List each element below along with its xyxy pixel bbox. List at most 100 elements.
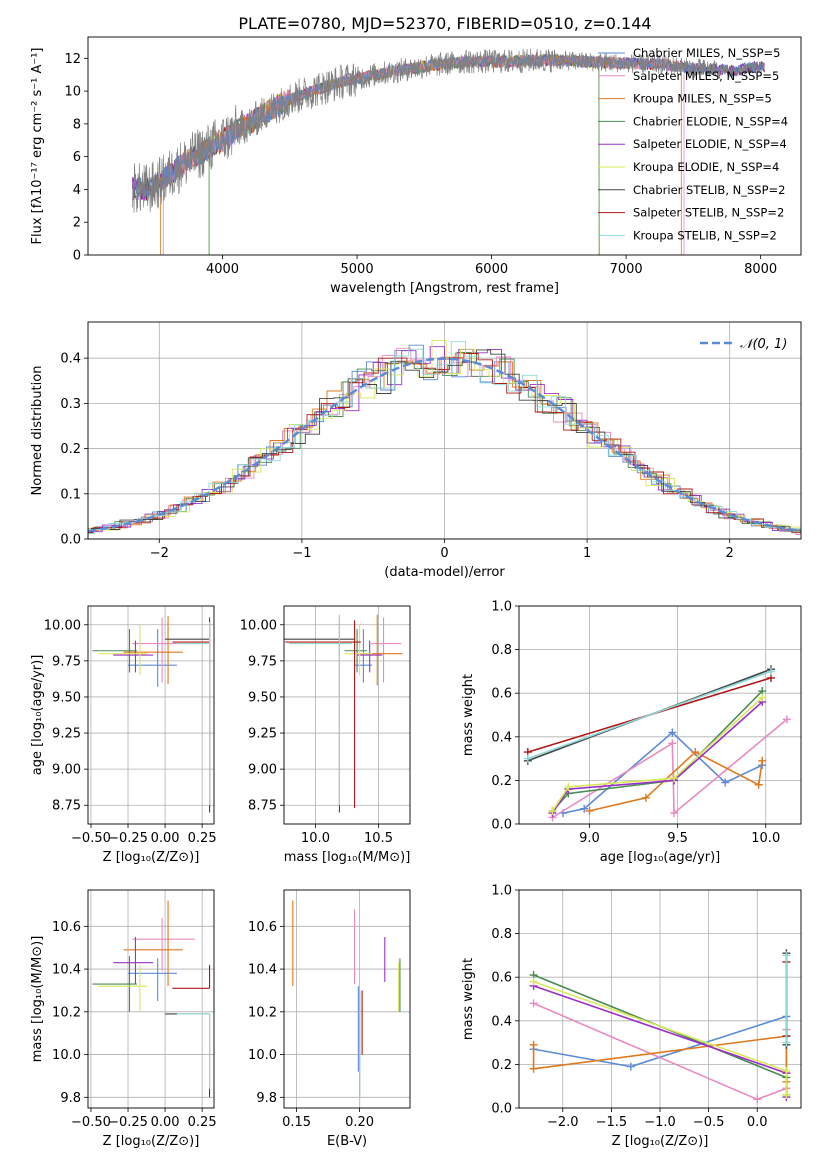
y-axis-label: mass weight: [461, 674, 476, 756]
y-tick-label: 0.6: [491, 971, 512, 986]
x-tick-label: 0.20: [345, 1115, 374, 1130]
axes-frame: [283, 889, 411, 1109]
y-tick-label: 12: [64, 52, 81, 67]
weight-marker: [668, 728, 677, 737]
x-axis-label: Z [log₁₀(Z/Z⊙)]: [612, 1134, 709, 1149]
model-spectrum-kroupa-elodie: [208, 52, 600, 255]
x-tick-label: 2: [726, 546, 734, 561]
y-axis-label: mass weight: [461, 958, 476, 1040]
x-tick-label: −2: [150, 546, 169, 561]
weight-marker: [529, 1064, 538, 1073]
y-tick-label: 0.4: [491, 1014, 512, 1029]
x-tick-label: −0.50: [71, 831, 111, 846]
weight-marker: [523, 754, 532, 763]
legend-label: Salpeter STELIB, N_SSP=2: [633, 206, 784, 220]
residuals-panel: −2 −1 0 1 2 0.0 0.1 0.2 0.3 0.4 (data-model)/error…: [30, 321, 802, 580]
x-tick-label: 7000: [610, 262, 643, 277]
weight-marker: [670, 809, 679, 818]
x-tick-label: 0.25: [188, 831, 217, 846]
axes-frame: [283, 605, 411, 825]
model-spectrum-chabrier-elodie: [208, 53, 600, 255]
weight-marker: [670, 774, 679, 783]
axes-frame: [87, 36, 802, 256]
y-tick-label: 9.25: [52, 727, 81, 742]
x-tick-label: −1.0: [644, 1115, 676, 1130]
weight-line-salpeter-elodie: [551, 701, 763, 814]
legend-label: Chabrier MILES, N_SSP=5: [633, 46, 780, 60]
x-tick-label: 1: [583, 546, 591, 561]
axes-frame: [518, 605, 802, 825]
legend-label: Chabrier ELODIE, N_SSP=4: [633, 114, 788, 128]
x-tick-label: 0.00: [151, 1115, 180, 1130]
y-tick-label: 0.2: [491, 1058, 512, 1073]
weight-marker: [626, 1062, 635, 1071]
histogram-salpeter-stelib: [88, 353, 801, 534]
spectrum-panel: 4000 5000 6000 7000 8000 0 2 4 6 8 10 12 wavelength …: [30, 36, 802, 296]
legend-label: Kroupa ELODIE, N_SSP=4: [633, 160, 779, 174]
y-tick-label: 0.8: [491, 643, 512, 658]
plot-area: [292, 900, 401, 1108]
weight-vs-metallicity-panel: −2.0 −1.5 −1.0 −0.5 0.0 0.0 0.2 0.4 0.6 0.8 1.0 Z […: [461, 884, 802, 1149]
x-tick-label: 9.0: [579, 831, 600, 846]
y-tick-label: 8: [73, 117, 81, 132]
weight-marker: [564, 782, 573, 791]
weight-line-chabrier-miles: [562, 731, 763, 814]
y-tick-label: 10.2: [52, 1005, 81, 1020]
weight-marker: [641, 793, 650, 802]
y-tick-label: 9.8: [256, 1091, 277, 1106]
weight-marker: [721, 778, 730, 787]
legend-label: Kroupa MILES, N_SSP=5: [633, 92, 772, 106]
weight-marker: [529, 999, 538, 1008]
y-tick-label: 9.00: [52, 763, 81, 778]
y-tick-label: 2: [73, 216, 81, 231]
weight-marker: [767, 667, 776, 676]
y-tick-label: 9.75: [248, 654, 277, 669]
gaussian-curve: [88, 357, 801, 533]
y-tick-label: 10.6: [52, 920, 81, 935]
mass-vs-metallicity-panel: −0.50−0.25 0.00 0.25 9.8 10.0 10.2 10.4 10.6 Z […: [30, 889, 217, 1149]
y-tick-label: 10.6: [248, 920, 277, 935]
x-tick-label: 10.0: [301, 831, 330, 846]
y-tick-label: 10.4: [52, 963, 81, 978]
plot-area: [92, 900, 211, 1098]
y-tick-label: 10.2: [248, 1005, 277, 1020]
histogram-kroupa-stelib: [88, 341, 801, 535]
y-tick-label: 4: [73, 183, 81, 198]
x-tick-label: −0.50: [71, 1115, 111, 1130]
y-tick-label: 0: [73, 249, 81, 264]
legend-label: Chabrier STELIB, N_SSP=2: [633, 183, 785, 197]
y-tick-label: 6: [73, 150, 81, 165]
x-tick-label: 0.25: [188, 1115, 217, 1130]
x-axis-label: age [log₁₀(age/yr)]: [600, 850, 721, 865]
x-axis-label: E(B-V): [327, 1134, 367, 1149]
y-tick-label: 10.0: [248, 1048, 277, 1063]
x-tick-label: 0: [440, 546, 448, 561]
y-tick-label: 9.25: [248, 727, 277, 742]
weight-line-kroupa-stelib: [527, 670, 772, 760]
y-tick-label: 0.0: [491, 1102, 512, 1117]
y-tick-label: 1.0: [491, 884, 512, 899]
x-tick-label: −0.25: [108, 831, 148, 846]
y-tick-label: 0.4: [60, 352, 81, 367]
plot-area: [92, 616, 211, 813]
x-tick-label: 4000: [206, 262, 239, 277]
weight-marker: [548, 806, 557, 815]
y-tick-label: 0.3: [60, 397, 81, 412]
mass-vs-ebv-panel: 0.15 0.20 9.8 10.0 10.2 10.4 10.6 E(B-V): [248, 889, 411, 1149]
y-tick-label: 0.4: [491, 730, 512, 745]
axes-frame: [87, 889, 215, 1109]
weight-marker: [580, 804, 589, 813]
x-axis-label: (data-model)/error: [384, 565, 505, 580]
x-tick-label: 8000: [744, 262, 777, 277]
x-tick-label: −2.0: [547, 1115, 579, 1130]
x-tick-label: 0.0: [747, 1115, 768, 1130]
y-axis-label: Flux [fλ10⁻¹⁷ erg cm⁻² s⁻¹ A⁻¹]: [30, 48, 45, 245]
plot-area: [523, 665, 791, 822]
y-tick-label: 10: [64, 85, 81, 100]
y-tick-label: 9.50: [248, 690, 277, 705]
legend-label: Salpeter MILES, N_SSP=5: [633, 69, 779, 83]
weight-marker: [782, 1038, 791, 1047]
x-axis-label: wavelength [Angstrom, rest frame]: [330, 281, 559, 296]
x-tick-label: −1.5: [596, 1115, 628, 1130]
